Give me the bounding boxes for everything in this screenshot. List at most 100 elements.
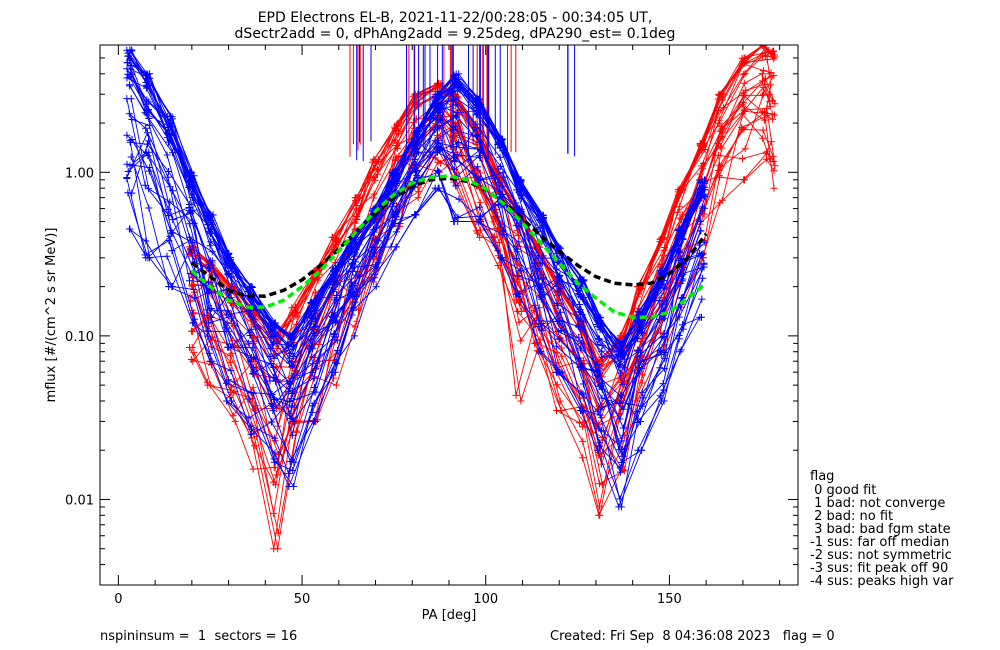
blue-point-marker xyxy=(391,220,399,227)
blue-point-marker xyxy=(142,148,150,156)
red-point-marker xyxy=(558,352,566,360)
blue-point-marker xyxy=(190,199,198,207)
blue-point-marker xyxy=(222,379,230,387)
blue-point-marker xyxy=(499,169,507,177)
blue-point-marker xyxy=(126,82,134,90)
red-point-marker xyxy=(355,306,362,314)
blue-point-marker xyxy=(247,313,255,321)
blue-point-marker xyxy=(451,78,459,86)
red-point-marker xyxy=(370,190,378,198)
blue-point-marker xyxy=(476,203,484,211)
blue-point-marker xyxy=(413,171,421,179)
red-point-marker xyxy=(251,402,259,410)
red-point-marker xyxy=(771,53,779,61)
legend-item: -2 sus: not symmetric xyxy=(810,548,952,563)
blue-point-marker xyxy=(204,290,212,298)
blue-point-marker xyxy=(553,342,561,350)
blue-point-marker xyxy=(556,308,564,316)
blue-point-marker xyxy=(123,59,131,66)
legend-title: flag xyxy=(810,469,834,484)
blue-point-marker xyxy=(596,335,603,343)
blue-point-marker xyxy=(329,281,337,289)
blue-point-marker xyxy=(674,248,682,256)
blue-point-marker xyxy=(351,298,359,306)
blue-point-marker xyxy=(535,280,543,288)
blue-point-marker xyxy=(696,227,704,235)
blue-point-marker xyxy=(271,434,279,442)
blue-point-marker xyxy=(451,152,458,160)
green-fit-curve xyxy=(190,174,708,319)
red-point-marker xyxy=(698,165,706,173)
blue-point-marker xyxy=(392,168,400,176)
blue-point-marker xyxy=(661,349,669,356)
blue-point-marker xyxy=(308,353,316,361)
blue-point-marker xyxy=(247,325,255,333)
blue-point-marker xyxy=(167,227,175,235)
blue-point-marker xyxy=(539,259,547,267)
blue-point-marker xyxy=(617,369,625,377)
blue-point-marker xyxy=(349,267,357,275)
axes: 0 50 100 150 0.01 0.10 1.00 xyxy=(65,45,798,607)
blue-point-marker xyxy=(309,417,317,425)
blue-point-marker xyxy=(431,184,439,192)
blue-point-marker xyxy=(617,348,625,356)
red-point-marker xyxy=(715,119,723,127)
red-point-marker xyxy=(394,130,402,138)
blue-error-bars xyxy=(356,45,576,163)
blue-point-marker xyxy=(535,323,543,330)
red-point-marker xyxy=(409,119,417,127)
blue-series xyxy=(123,46,709,511)
blue-point-marker xyxy=(699,274,707,282)
blue-point-marker xyxy=(310,325,317,333)
red-point-marker xyxy=(515,276,523,284)
blue-point-marker xyxy=(206,242,214,250)
blue-point-marker xyxy=(270,354,278,362)
blue-point-marker xyxy=(539,216,547,224)
blue-point-marker xyxy=(556,271,564,279)
red-point-marker xyxy=(555,296,562,304)
legend-item: 3 bad: bad fgm state xyxy=(810,522,951,537)
blue-point-marker xyxy=(700,259,708,267)
blue-point-marker xyxy=(330,331,338,339)
blue-point-marker xyxy=(392,176,400,184)
blue-point-marker xyxy=(597,314,605,322)
blue-point-marker xyxy=(285,470,293,478)
blue-point-marker xyxy=(372,224,380,232)
red-point-marker xyxy=(759,126,767,134)
blue-point-marker xyxy=(187,168,195,176)
blue-point-marker xyxy=(307,304,315,312)
blue-point-marker xyxy=(636,323,644,331)
blue-point-marker xyxy=(267,344,275,352)
blue-point-marker xyxy=(455,195,463,203)
red-point-marker xyxy=(579,454,586,462)
red-point-marker xyxy=(315,340,323,348)
red-point-marker xyxy=(761,74,769,82)
blue-point-marker xyxy=(634,308,642,316)
blue-point-marker xyxy=(698,251,706,259)
blue-point-marker xyxy=(594,372,601,380)
red-point-marker xyxy=(553,381,561,389)
blue-point-marker xyxy=(245,414,253,422)
blue-point-marker xyxy=(576,344,584,352)
blue-point-marker xyxy=(633,419,641,426)
blue-point-marker xyxy=(124,189,132,197)
red-point-marker xyxy=(229,412,237,420)
red-point-marker xyxy=(714,106,722,114)
fit-curves xyxy=(190,174,708,319)
blue-point-marker xyxy=(244,339,252,347)
blue-point-marker xyxy=(658,301,666,309)
red-point-marker xyxy=(249,383,257,391)
red-point-marker xyxy=(518,307,525,315)
blue-point-marker xyxy=(310,384,318,391)
blue-point-marker xyxy=(634,347,642,355)
blue-point-marker xyxy=(123,174,131,181)
red-point-marker xyxy=(355,205,363,213)
red-point-marker xyxy=(231,417,239,425)
red-point-marker xyxy=(273,363,281,370)
red-point-marker xyxy=(763,112,771,120)
blue-point-marker xyxy=(163,252,171,260)
blue-point-marker xyxy=(638,388,646,396)
blue-point-marker xyxy=(286,398,294,406)
blue-point-marker xyxy=(637,357,645,365)
blue-point-marker xyxy=(145,106,152,114)
